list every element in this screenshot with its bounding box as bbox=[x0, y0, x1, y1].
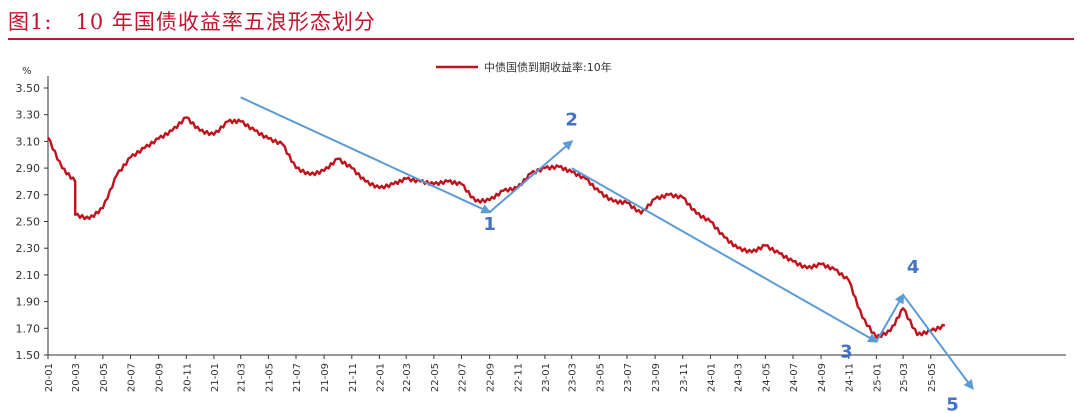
x-tick-label: 22-09 bbox=[486, 363, 497, 392]
x-tick-label: 20-03 bbox=[71, 363, 82, 392]
series-line bbox=[46, 116, 946, 339]
wave-arrow bbox=[875, 293, 905, 343]
y-tick-label: 2.30 bbox=[16, 242, 41, 255]
x-tick-label: 20-09 bbox=[155, 363, 166, 392]
y-axis-unit: % bbox=[22, 66, 32, 77]
x-tick-label: 21-11 bbox=[348, 363, 359, 392]
y-tick-label: 1.70 bbox=[16, 322, 41, 335]
x-tick-label: 21-07 bbox=[292, 363, 303, 392]
wave-arrow bbox=[902, 294, 974, 390]
wave-label: 4 bbox=[907, 257, 920, 278]
x-tick-label: 21-09 bbox=[320, 363, 331, 392]
x-tick-label: 23-07 bbox=[623, 363, 634, 392]
x-tick-label: 22-01 bbox=[375, 363, 386, 392]
y-tick-label: 1.90 bbox=[16, 296, 41, 309]
y-tick-label: 3.10 bbox=[16, 135, 41, 148]
y-tick-label: 2.50 bbox=[16, 216, 41, 229]
x-tick-label: 21-01 bbox=[210, 363, 221, 392]
title-divider bbox=[8, 38, 1074, 40]
x-tick-label: 25-01 bbox=[872, 363, 883, 392]
y-tick-label: 2.70 bbox=[16, 189, 41, 202]
wave-label: 2 bbox=[565, 109, 578, 130]
figure-title: 图1: 10 年国债收益率五浪形态划分 bbox=[8, 10, 376, 34]
wave-arrow bbox=[488, 140, 574, 213]
x-tick-label: 24-11 bbox=[845, 363, 856, 392]
x-tick-label: 20-07 bbox=[127, 363, 138, 392]
x-tick-label: 22-11 bbox=[513, 363, 524, 392]
x-tick-label: 23-09 bbox=[651, 363, 662, 392]
y-tick-label: 3.50 bbox=[16, 82, 41, 95]
wave-label: 5 bbox=[946, 394, 959, 413]
x-tick-label: 24-01 bbox=[706, 363, 717, 392]
wave-arrow bbox=[240, 96, 492, 214]
wave-arrow bbox=[571, 167, 879, 343]
x-tick-label: 21-05 bbox=[264, 363, 275, 392]
y-tick-label: 2.90 bbox=[16, 162, 41, 175]
x-tick-label: 22-05 bbox=[430, 363, 441, 392]
x-tick-label: 23-01 bbox=[541, 363, 552, 392]
x-tick-label: 24-03 bbox=[734, 363, 745, 392]
x-tick-label: 24-07 bbox=[789, 363, 800, 392]
x-tick-label: 20-05 bbox=[99, 363, 110, 392]
x-tick-label: 24-05 bbox=[761, 363, 772, 392]
x-tick-label: 25-03 bbox=[899, 363, 910, 392]
x-tick-label: 23-03 bbox=[568, 363, 579, 392]
wave-label: 1 bbox=[483, 214, 496, 235]
x-tick-label: 20-11 bbox=[182, 363, 193, 392]
x-tick-label: 25-05 bbox=[927, 363, 938, 392]
y-tick-label: 2.10 bbox=[16, 269, 41, 282]
y-tick-label: 1.50 bbox=[16, 349, 41, 362]
x-tick-label: 21-03 bbox=[237, 363, 248, 392]
legend-label: 中债国债到期收益率:10年 bbox=[484, 60, 612, 74]
x-tick-label: 22-03 bbox=[402, 363, 413, 392]
wave-label: 3 bbox=[840, 342, 853, 363]
x-tick-label: 24-09 bbox=[817, 363, 828, 392]
x-tick-label: 23-11 bbox=[679, 363, 690, 392]
x-tick-label: 23-05 bbox=[595, 363, 606, 392]
x-tick-label: 22-07 bbox=[458, 363, 469, 392]
y-tick-label: 3.30 bbox=[16, 109, 41, 122]
x-tick-label: 20-01 bbox=[44, 363, 55, 392]
